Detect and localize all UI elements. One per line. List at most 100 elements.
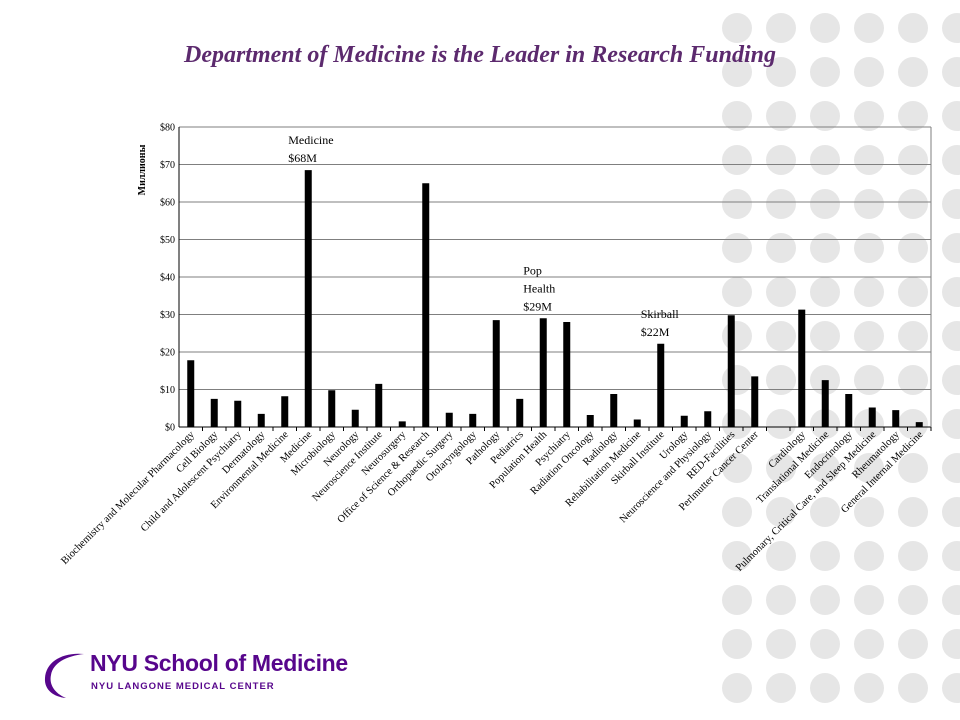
decor-dot: [898, 497, 928, 527]
decor-dot: [722, 453, 752, 483]
decor-dot: [898, 409, 928, 439]
y-axis-title: Миллионы: [137, 144, 148, 195]
decor-dot: [854, 365, 884, 395]
bar: [680, 415, 688, 427]
decor-dot: [942, 541, 960, 571]
bar: [469, 413, 477, 427]
bar: [845, 394, 853, 427]
decor-dot: [898, 321, 928, 351]
decor-dot: [898, 365, 928, 395]
decor-dot: [854, 585, 884, 615]
y-tick-label: $0: [165, 423, 175, 434]
bar: [187, 360, 195, 427]
decor-dot: [810, 453, 840, 483]
decor-dot: [854, 321, 884, 351]
decor-dot: [766, 145, 796, 175]
bar: [892, 410, 900, 427]
decor-dot: [942, 321, 960, 351]
decor-dot: [898, 189, 928, 219]
decor-dot: [942, 101, 960, 131]
bar: [727, 315, 735, 427]
decor-dot: [810, 629, 840, 659]
bar: [633, 419, 641, 427]
decor-dot: [854, 453, 884, 483]
decor-dot: [766, 233, 796, 263]
y-tick-label: $80: [160, 123, 175, 134]
decor-dot: [854, 145, 884, 175]
decor-dot: [898, 629, 928, 659]
decor-dot: [898, 673, 928, 703]
bar: [328, 390, 336, 427]
decor-dot: [898, 57, 928, 87]
bar: [586, 415, 594, 427]
bar: [516, 398, 524, 427]
decor-dot: [810, 101, 840, 131]
decor-dot: [942, 57, 960, 87]
y-tick-label: $70: [160, 160, 175, 171]
decor-dot: [854, 629, 884, 659]
decor-dot: [854, 101, 884, 131]
bar: [704, 411, 712, 427]
decor-dot: [942, 585, 960, 615]
decor-dot: [854, 233, 884, 263]
decor-dot: [810, 189, 840, 219]
decor-dot: [942, 189, 960, 219]
decor-dot: [898, 145, 928, 175]
decor-dot: [854, 497, 884, 527]
decor-dot: [810, 585, 840, 615]
bar: [563, 322, 571, 427]
data-annotation: $68M: [288, 151, 317, 165]
decor-dot: [898, 585, 928, 615]
y-tick-label: $60: [160, 198, 175, 209]
y-tick-label: $50: [160, 235, 175, 246]
logo-wordmark: NYU School of Medicine: [90, 650, 348, 676]
decor-dot: [766, 57, 796, 87]
decor-dot: [722, 277, 752, 307]
bar: [657, 343, 665, 427]
bar: [868, 407, 876, 427]
decor-dot: [766, 365, 796, 395]
bar: [915, 422, 923, 427]
decor-dot: [766, 673, 796, 703]
bar: [375, 383, 383, 427]
decor-dot: [942, 497, 960, 527]
nyu-logo: NYU School of Medicine NYU LANGONE MEDIC…: [40, 648, 348, 704]
decor-dot: [766, 189, 796, 219]
bar: [751, 376, 759, 427]
data-annotation: Pop: [523, 263, 542, 277]
bar: [492, 320, 500, 427]
decor-dot: [810, 541, 840, 571]
decor-dot: [766, 585, 796, 615]
decor-dot: [854, 673, 884, 703]
decor-dot: [810, 233, 840, 263]
bar: [234, 400, 242, 427]
decor-dot: [942, 673, 960, 703]
decor-dot: [810, 13, 840, 43]
decor-dot: [810, 277, 840, 307]
decor-dot: [810, 497, 840, 527]
bar: [257, 413, 265, 427]
decor-dot: [766, 453, 796, 483]
decor-dot: [898, 233, 928, 263]
decor-dot: [722, 585, 752, 615]
y-tick-label: $40: [160, 273, 175, 284]
bar: [281, 396, 289, 427]
decor-dot: [854, 189, 884, 219]
decor-dot: [810, 57, 840, 87]
decor-dot: [942, 145, 960, 175]
data-annotation: Medicine: [288, 133, 333, 147]
decor-dot: [722, 145, 752, 175]
decor-dot: [854, 13, 884, 43]
decor-dot: [766, 277, 796, 307]
decor-dot: [810, 365, 840, 395]
decor-dot: [766, 497, 796, 527]
decor-dot: [942, 453, 960, 483]
bar: [304, 170, 312, 427]
slide-title: Department of Medicine is the Leader in …: [183, 42, 776, 68]
decor-dot: [942, 409, 960, 439]
decor-dot: [942, 629, 960, 659]
data-annotation: Skirball: [641, 307, 680, 321]
decor-dot: [942, 13, 960, 43]
